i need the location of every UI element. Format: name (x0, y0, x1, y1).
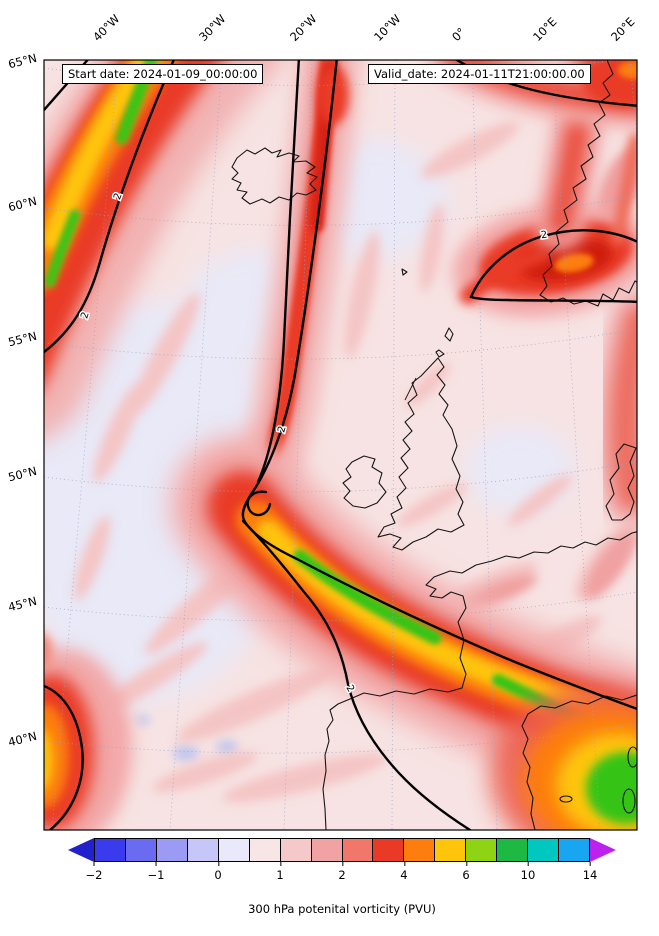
coast-faroes (401, 268, 408, 276)
colorbar-segment (341, 839, 373, 861)
coast-orkney (435, 349, 445, 358)
colorbar-segment (248, 839, 280, 861)
coast-balearics (559, 795, 573, 803)
colorbar-under-arrow (68, 838, 94, 862)
coast-shetland (444, 327, 454, 342)
contour-label: 2 (540, 230, 548, 242)
colorbar-segments (94, 838, 590, 862)
colorbar-tick-label: −1 (147, 862, 165, 882)
colorbar-segment (527, 839, 559, 861)
pv2-contour-hook-curl (246, 490, 272, 517)
colorbar-segment (465, 839, 497, 861)
colorbar-tick-label: 1 (276, 862, 284, 882)
pv2-contours (44, 60, 637, 830)
colorbar-tick-label: −2 (85, 862, 103, 882)
coast-denmark (605, 443, 637, 521)
colorbar-tick-label: 0 (214, 862, 222, 882)
pv-west-edge-blob (44, 633, 132, 830)
coast-iceland (231, 147, 318, 205)
colorbar-segment (558, 839, 589, 861)
colorbar-segment (279, 839, 311, 861)
valid-date-box: Valid_date: 2024-01-11T21:00:00.00 (368, 64, 591, 84)
colorbar-tick-label: 14 (582, 862, 598, 882)
coast-corsica (627, 746, 637, 768)
coast-north-sea (491, 531, 637, 562)
coastlines (231, 60, 637, 830)
colorbar-segment (124, 839, 156, 861)
colorbar-segment (496, 839, 528, 861)
pv2-contour-streamer-south (241, 519, 472, 830)
start-date-box: Start date: 2024-01-09_00:00:00 (62, 64, 264, 84)
colorbar-segment (95, 839, 125, 861)
map-frame (43, 59, 638, 831)
colorbar-segment (372, 839, 404, 861)
colorbar-segment (403, 839, 435, 861)
colorbar-segment (434, 839, 466, 861)
colorbar-tick-label: 10 (520, 862, 536, 882)
pv-corner-southeast (490, 685, 637, 830)
pv2-contour-trough-west (256, 60, 301, 484)
colorbar-segment (217, 839, 249, 861)
colorbar-segment (155, 839, 187, 861)
pv2-contour-scandinavia (469, 229, 637, 304)
pv-negative-spots (136, 715, 238, 761)
coast-great-britain (377, 357, 465, 551)
colorbar-segment (310, 839, 342, 861)
coast-mediterranean (521, 694, 637, 830)
pv2-contour-nw-outer (44, 60, 176, 354)
coast-sardinia (622, 788, 636, 814)
colorbar-segment (186, 839, 218, 861)
coast-france-iberia (322, 560, 493, 830)
pv2-contour-west-blob (44, 684, 84, 830)
colorbar-ticks: −2 −1 0 1 2 4 6 10 14 (68, 862, 616, 884)
coast-ireland (342, 455, 387, 509)
pv2-contour-trough-east (241, 60, 637, 711)
colorbar-tick-label: 4 (400, 862, 408, 882)
graticule (44, 60, 637, 830)
coast-hebrides (404, 377, 417, 401)
colorbar-tick-label: 6 (462, 862, 470, 882)
colorbar-tick-label: 2 (338, 862, 346, 882)
pv2-contour-labels: 2 2 2 2 2 (78, 190, 550, 696)
caption: 300 hPa potenital vorticity (PVU) (248, 902, 436, 916)
colorbar (68, 838, 616, 862)
pv2-contour-nw-corner (44, 60, 90, 112)
colorbar-over-arrow (590, 838, 616, 862)
